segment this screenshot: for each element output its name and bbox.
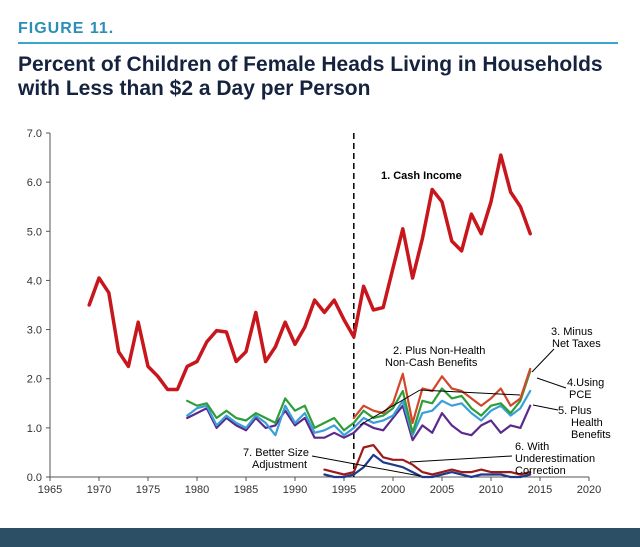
x-tick-label: 2000 bbox=[381, 484, 405, 496]
figure-divider bbox=[18, 42, 618, 44]
annotation-non-health-1: 2. Plus Non-Health bbox=[393, 345, 485, 357]
leader-pce bbox=[536, 377, 567, 389]
y-tick-label: 6.0 bbox=[27, 177, 42, 189]
x-tick-label: 1985 bbox=[234, 484, 258, 496]
annotation-net-taxes-1: 3. Minus bbox=[551, 326, 593, 338]
leader-net-taxes bbox=[531, 348, 555, 373]
x-tick-label: 2020 bbox=[577, 484, 601, 496]
series-line-5 bbox=[186, 404, 532, 442]
x-tick-label: 1980 bbox=[185, 484, 209, 496]
series-line-7 bbox=[323, 453, 532, 479]
footer-bar bbox=[0, 528, 640, 547]
y-tick-label: 7.0 bbox=[27, 128, 42, 140]
annotation-underestimation-1: 6. With bbox=[515, 441, 549, 453]
x-tick-label: 1995 bbox=[332, 484, 356, 496]
y-tick-label: 2.0 bbox=[27, 374, 42, 386]
leader-lines bbox=[311, 348, 567, 477]
annotation-net-taxes-2: Net Taxes bbox=[552, 338, 601, 350]
annotation-layer: 1. Cash Income 2. Plus Non-Health Non-Ca… bbox=[243, 170, 611, 477]
x-tick-label: 2015 bbox=[528, 484, 552, 496]
leader-non-health bbox=[419, 389, 521, 396]
annotation-cash-income: 1. Cash Income bbox=[381, 170, 462, 182]
y-tick-label: 1.0 bbox=[27, 423, 42, 435]
series-layer bbox=[87, 153, 532, 479]
x-tick-label: 2010 bbox=[479, 484, 503, 496]
annotation-size-adjustment-2: Adjustment bbox=[252, 459, 307, 471]
figure-label: FIGURE 11. bbox=[18, 20, 115, 37]
y-tick-label: 4.0 bbox=[27, 275, 42, 287]
chart-title: Percent of Children of Female Heads Livi… bbox=[18, 53, 603, 100]
y-tick-label: 5.0 bbox=[27, 226, 42, 238]
y-tick-label: 0.0 bbox=[27, 472, 42, 484]
annotation-underestimation-2: Underestimation bbox=[515, 453, 595, 465]
x-tick-label: 2005 bbox=[430, 484, 454, 496]
annotation-pce-2: PCE bbox=[569, 389, 592, 401]
axes-layer: 0.0 1.0 2.0 3.0 4.0 5.0 6.0 7.0 1965 1970 1975 1980… bbox=[27, 128, 602, 496]
leader-non-health-b bbox=[359, 389, 421, 426]
x-tick-label: 1990 bbox=[283, 484, 307, 496]
leader-underestimation bbox=[409, 455, 513, 463]
series-line-6 bbox=[323, 444, 532, 476]
y-tick-label: 3.0 bbox=[27, 325, 42, 337]
series-line-3 bbox=[186, 370, 532, 434]
annotation-health-3: Benefits bbox=[571, 429, 611, 441]
leader-health bbox=[532, 404, 559, 411]
annotation-health-2: Health bbox=[571, 417, 603, 429]
series-line-4 bbox=[186, 389, 532, 437]
series-line-2 bbox=[352, 367, 532, 424]
annotation-pce-1: 4.Using bbox=[567, 377, 604, 389]
series-line-1 bbox=[87, 153, 532, 392]
annotation-health-1: 5. Plus bbox=[558, 405, 592, 417]
leader-size-adjustment bbox=[311, 455, 421, 477]
annotation-size-adjustment-1: 7. Better Size bbox=[243, 447, 309, 459]
annotation-non-health-2: Non-Cash Benefits bbox=[385, 357, 478, 369]
x-tick-label: 1975 bbox=[136, 484, 160, 496]
x-tick-label: 1965 bbox=[38, 484, 62, 496]
x-tick-label: 1970 bbox=[87, 484, 111, 496]
annotation-underestimation-3: Correction bbox=[515, 465, 566, 477]
